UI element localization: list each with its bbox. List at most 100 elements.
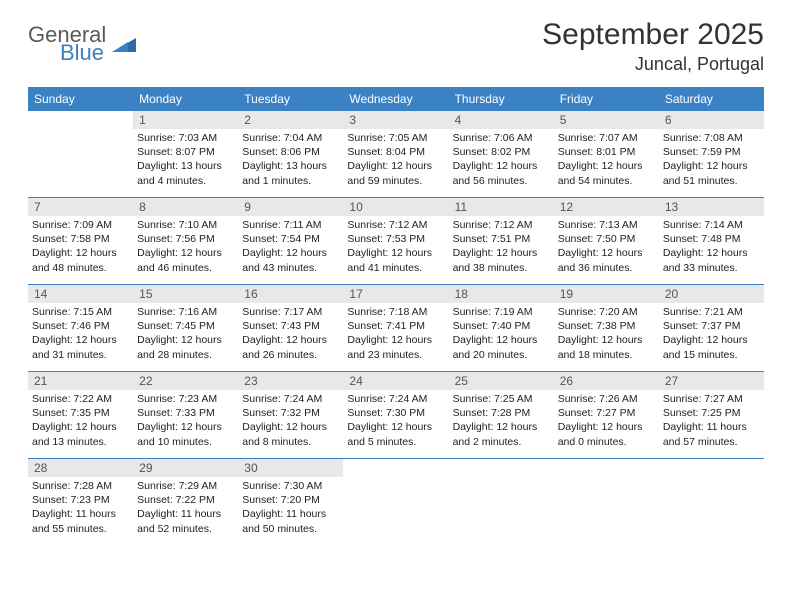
sunset-text: Sunset: 8:07 PM [137, 145, 234, 159]
dow-header-cell: Monday [133, 87, 238, 111]
day-body: Sunrise: 7:12 AMSunset: 7:51 PMDaylight:… [449, 216, 554, 279]
dow-header-cell: Wednesday [343, 87, 448, 111]
sunrise-text: Sunrise: 7:11 AM [242, 218, 339, 232]
sunrise-text: Sunrise: 7:24 AM [242, 392, 339, 406]
day-number: 4 [449, 111, 554, 129]
sunset-text: Sunset: 8:06 PM [242, 145, 339, 159]
dow-header-row: SundayMondayTuesdayWednesdayThursdayFrid… [28, 87, 764, 111]
daylight-text: Daylight: 12 hours and 10 minutes. [137, 420, 234, 448]
sunset-text: Sunset: 7:46 PM [32, 319, 129, 333]
day-cell: 5Sunrise: 7:07 AMSunset: 8:01 PMDaylight… [554, 111, 659, 197]
sunset-text: Sunset: 7:33 PM [137, 406, 234, 420]
day-body: Sunrise: 7:05 AMSunset: 8:04 PMDaylight:… [343, 129, 448, 192]
day-body: Sunrise: 7:03 AMSunset: 8:07 PMDaylight:… [133, 129, 238, 192]
daylight-text: Daylight: 12 hours and 56 minutes. [453, 159, 550, 187]
day-body: Sunrise: 7:27 AMSunset: 7:25 PMDaylight:… [659, 390, 764, 453]
day-body: Sunrise: 7:24 AMSunset: 7:32 PMDaylight:… [238, 390, 343, 453]
sunset-text: Sunset: 7:20 PM [242, 493, 339, 507]
day-cell: 21 Sunrise: 7:22 AMSunset: 7:35 PMDayligh… [28, 372, 133, 458]
sunrise-text: Sunrise: 7:14 AM [663, 218, 760, 232]
day-number: 12 [554, 198, 659, 216]
day-body: Sunrise: 7:14 AMSunset: 7:48 PMDaylight:… [659, 216, 764, 279]
day-number: 2 [238, 111, 343, 129]
day-number: 22 [133, 372, 238, 390]
day-body: Sunrise: 7:17 AMSunset: 7:43 PMDaylight:… [238, 303, 343, 366]
sunrise-text: Sunrise: 7:20 AM [558, 305, 655, 319]
sunrise-text: Sunrise: 7:13 AM [558, 218, 655, 232]
sunrise-text: Sunrise: 7:08 AM [663, 131, 760, 145]
day-number: 23 [238, 372, 343, 390]
sunrise-text: Sunrise: 7:04 AM [242, 131, 339, 145]
daylight-text: Daylight: 12 hours and 54 minutes. [558, 159, 655, 187]
day-body: Sunrise: 7:19 AMSunset: 7:40 PMDaylight:… [449, 303, 554, 366]
sunset-text: Sunset: 7:48 PM [663, 232, 760, 246]
daylight-text: Daylight: 12 hours and 15 minutes. [663, 333, 760, 361]
header: General Blue September 2025 Juncal, Port… [28, 18, 764, 75]
day-number: 14 [28, 285, 133, 303]
daylight-text: Daylight: 11 hours and 57 minutes. [663, 420, 760, 448]
dow-header-cell: Saturday [659, 87, 764, 111]
daylight-text: Daylight: 11 hours and 52 minutes. [137, 507, 234, 535]
week-row: .1Sunrise: 7:03 AMSunset: 8:07 PMDayligh… [28, 111, 764, 198]
sunset-text: Sunset: 7:58 PM [32, 232, 129, 246]
day-cell: 29Sunrise: 7:29 AMSunset: 7:22 PMDayligh… [133, 459, 238, 545]
day-body: Sunrise: 7:20 AMSunset: 7:38 PMDaylight:… [554, 303, 659, 366]
day-number: 18 [449, 285, 554, 303]
day-body: Sunrise: 7:21 AMSunset: 7:37 PMDaylight:… [659, 303, 764, 366]
day-cell: 3Sunrise: 7:05 AMSunset: 8:04 PMDaylight… [343, 111, 448, 197]
day-body: Sunrise: 7:13 AMSunset: 7:50 PMDaylight:… [554, 216, 659, 279]
calendar-grid: SundayMondayTuesdayWednesdayThursdayFrid… [28, 87, 764, 545]
daylight-text: Daylight: 12 hours and 5 minutes. [347, 420, 444, 448]
daylight-text: Daylight: 12 hours and 20 minutes. [453, 333, 550, 361]
day-number: 3 [343, 111, 448, 129]
daylight-text: Daylight: 12 hours and 59 minutes. [347, 159, 444, 187]
day-body: Sunrise: 7:08 AMSunset: 7:59 PMDaylight:… [659, 129, 764, 192]
sunset-text: Sunset: 7:32 PM [242, 406, 339, 420]
day-cell: 1Sunrise: 7:03 AMSunset: 8:07 PMDaylight… [133, 111, 238, 197]
sunset-text: Sunset: 7:51 PM [453, 232, 550, 246]
calendar-page: General Blue September 2025 Juncal, Port… [0, 0, 792, 563]
day-number: 21 [28, 372, 133, 390]
day-body: Sunrise: 7:06 AMSunset: 8:02 PMDaylight:… [449, 129, 554, 192]
day-number: 26 [554, 372, 659, 390]
day-number: 30 [238, 459, 343, 477]
sunrise-text: Sunrise: 7:26 AM [558, 392, 655, 406]
sunrise-text: Sunrise: 7:07 AM [558, 131, 655, 145]
sunrise-text: Sunrise: 7:22 AM [32, 392, 129, 406]
day-cell: . [554, 459, 659, 545]
day-cell: . [449, 459, 554, 545]
sunset-text: Sunset: 7:43 PM [242, 319, 339, 333]
sunrise-text: Sunrise: 7:17 AM [242, 305, 339, 319]
day-number: 28 [28, 459, 133, 477]
day-cell: 7Sunrise: 7:09 AMSunset: 7:58 PMDaylight… [28, 198, 133, 284]
day-cell: 9Sunrise: 7:11 AMSunset: 7:54 PMDaylight… [238, 198, 343, 284]
day-number: 6 [659, 111, 764, 129]
sunset-text: Sunset: 7:38 PM [558, 319, 655, 333]
sunrise-text: Sunrise: 7:18 AM [347, 305, 444, 319]
daylight-text: Daylight: 11 hours and 50 minutes. [242, 507, 339, 535]
week-row: 14Sunrise: 7:15 AMSunset: 7:46 PMDayligh… [28, 285, 764, 372]
sunset-text: Sunset: 7:37 PM [663, 319, 760, 333]
week-row: 7Sunrise: 7:09 AMSunset: 7:58 PMDaylight… [28, 198, 764, 285]
sunset-text: Sunset: 7:45 PM [137, 319, 234, 333]
sunset-text: Sunset: 8:04 PM [347, 145, 444, 159]
sunrise-text: Sunrise: 7:12 AM [347, 218, 444, 232]
day-number: 8 [133, 198, 238, 216]
sunrise-text: Sunrise: 7:09 AM [32, 218, 129, 232]
daylight-text: Daylight: 12 hours and 0 minutes. [558, 420, 655, 448]
day-cell: 14Sunrise: 7:15 AMSunset: 7:46 PMDayligh… [28, 285, 133, 371]
brand-bottom: Blue [60, 42, 106, 64]
day-body: Sunrise: 7:15 AMSunset: 7:46 PMDaylight:… [28, 303, 133, 366]
sunset-text: Sunset: 7:35 PM [32, 406, 129, 420]
daylight-text: Daylight: 12 hours and 13 minutes. [32, 420, 129, 448]
brand-mark-icon [112, 34, 138, 56]
day-body: Sunrise: 7:04 AMSunset: 8:06 PMDaylight:… [238, 129, 343, 192]
daylight-text: Daylight: 12 hours and 46 minutes. [137, 246, 234, 274]
daylight-text: Daylight: 12 hours and 18 minutes. [558, 333, 655, 361]
day-cell: . [28, 111, 133, 197]
day-number: 1 [133, 111, 238, 129]
daylight-text: Daylight: 12 hours and 36 minutes. [558, 246, 655, 274]
week-row: 28Sunrise: 7:28 AMSunset: 7:23 PMDayligh… [28, 459, 764, 545]
daylight-text: Daylight: 12 hours and 51 minutes. [663, 159, 760, 187]
day-body: Sunrise: 7:12 AMSunset: 7:53 PMDaylight:… [343, 216, 448, 279]
